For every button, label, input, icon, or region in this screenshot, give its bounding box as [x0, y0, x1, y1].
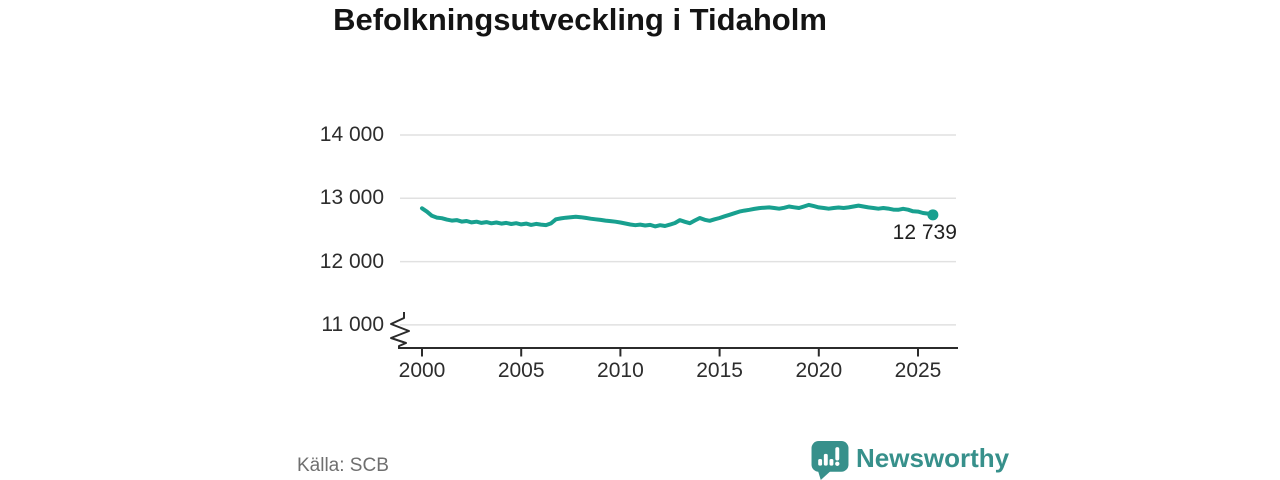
y-tick-label: 14 000: [319, 123, 384, 146]
newsworthy-logo-text: Newsworthy: [856, 443, 1010, 473]
newsworthy-bubble-chart-icon: [811, 441, 849, 480]
latest-value-dot: [927, 209, 939, 221]
chart-title: Befolkningsutveckling i Tidaholm: [333, 2, 827, 37]
x-tick-label: 2020: [795, 359, 843, 382]
y-tick-label: 13 000: [319, 186, 384, 210]
x-tick-label: 2015: [696, 359, 743, 382]
y-tick-label: 12 000: [319, 249, 384, 273]
x-tick-label: 2000: [398, 359, 446, 382]
x-tick-label: 2025: [894, 359, 942, 382]
population-line: [420, 202, 935, 229]
source-attribution: Källa: SCB: [297, 455, 389, 476]
y-axis-break-icon: [390, 312, 410, 349]
x-tick-label: 2010: [597, 359, 644, 382]
newsworthy-logo: Newsworthy: [811, 441, 1010, 480]
latest-value-label: 12 739: [892, 220, 957, 244]
y-tick-label: 11 000: [321, 312, 384, 336]
x-tick-label: 2005: [497, 359, 545, 382]
